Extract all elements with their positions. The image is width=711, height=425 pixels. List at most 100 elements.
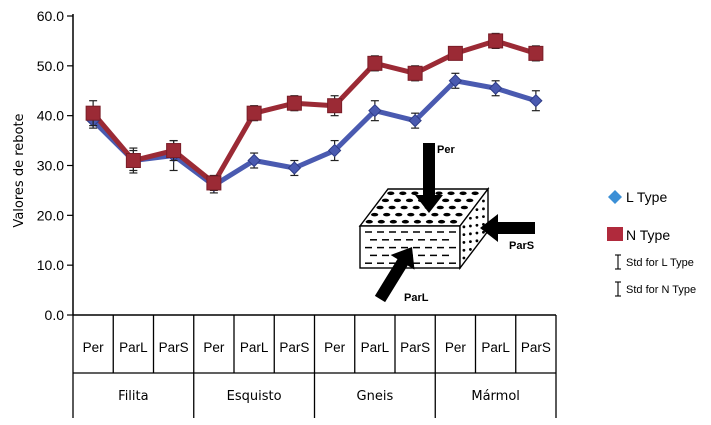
x-tick-label: Per bbox=[324, 340, 346, 355]
grain-mark bbox=[389, 219, 397, 224]
grain-mark bbox=[399, 191, 407, 196]
grain-mark bbox=[376, 205, 384, 210]
grain-mark bbox=[413, 219, 422, 224]
data-point bbox=[368, 103, 382, 118]
grain-mark bbox=[371, 212, 379, 217]
x-tick-label: ParS bbox=[521, 340, 551, 355]
data-point bbox=[488, 81, 503, 95]
grain-mark bbox=[449, 219, 458, 224]
y-axis-label: Valores de rebote bbox=[12, 113, 27, 227]
grain-mark bbox=[436, 205, 444, 210]
y-ticks: 0.0 10.0 20.0 30.0 40.0 50.0 60.0 bbox=[37, 8, 73, 323]
grain-dot bbox=[482, 199, 485, 203]
grain-dot bbox=[462, 248, 466, 252]
data-point bbox=[287, 161, 302, 175]
grain-mark bbox=[412, 205, 420, 210]
legend-marker-l-type bbox=[608, 190, 622, 204]
data-point bbox=[125, 153, 141, 169]
diagram-label-parl: ParL bbox=[404, 292, 429, 304]
grain-mark bbox=[411, 191, 419, 196]
arrow-parl bbox=[374, 247, 415, 303]
grain-dot bbox=[462, 225, 466, 229]
grain-mark bbox=[448, 205, 456, 210]
grain-mark bbox=[454, 198, 462, 203]
data-point bbox=[206, 175, 222, 191]
x-tick-label: Per bbox=[83, 340, 105, 355]
grain-mark bbox=[435, 191, 443, 196]
grain-mark bbox=[387, 191, 395, 196]
data-point bbox=[166, 143, 182, 159]
grain-dot bbox=[475, 216, 479, 219]
y-tick-label: 30.0 bbox=[37, 158, 64, 174]
diagram-label-per: Per bbox=[437, 144, 455, 156]
grain-mark bbox=[460, 205, 468, 210]
grain-mark bbox=[437, 219, 446, 224]
grain-mark bbox=[383, 212, 391, 217]
group-label: Mármol bbox=[471, 389, 520, 404]
y-tick-label: 50.0 bbox=[37, 58, 64, 74]
axes bbox=[72, 14, 556, 316]
grain-dot bbox=[469, 232, 472, 236]
x-tick-label: ParL bbox=[119, 340, 148, 355]
grain-mark bbox=[442, 198, 450, 203]
data-point bbox=[408, 113, 422, 128]
legend-label-n-type: N Type bbox=[626, 227, 670, 243]
grain-mark bbox=[388, 205, 396, 210]
grain-mark bbox=[431, 212, 439, 217]
grain-mark bbox=[381, 198, 390, 203]
data-point bbox=[367, 55, 383, 71]
grain-mark bbox=[443, 212, 451, 217]
group-label: Gneis bbox=[357, 389, 394, 404]
x-tick-label: ParS bbox=[400, 340, 430, 355]
grain-dot bbox=[482, 207, 485, 211]
grain-dot bbox=[482, 215, 485, 219]
data-point bbox=[529, 94, 543, 108]
x-tick-label: ParL bbox=[481, 340, 510, 355]
x-tick-label: Per bbox=[203, 340, 225, 355]
x-tick-label: ParL bbox=[361, 340, 390, 355]
data-point bbox=[447, 45, 463, 61]
grain-dot bbox=[469, 216, 472, 220]
series-line bbox=[91, 78, 537, 188]
x-tick-label: ParL bbox=[240, 340, 269, 355]
grain-dot bbox=[462, 241, 466, 244]
legend-marker-n-type bbox=[607, 227, 623, 241]
y-tick-label: 40.0 bbox=[37, 108, 64, 124]
grain-mark bbox=[455, 212, 463, 217]
data-point bbox=[528, 45, 544, 61]
grain-mark bbox=[407, 212, 415, 217]
data-point bbox=[407, 65, 423, 81]
data-point bbox=[448, 74, 463, 88]
grain-dot bbox=[475, 223, 479, 227]
group-label: Filita bbox=[118, 389, 148, 404]
data-point bbox=[246, 105, 262, 121]
y-tick-label: 10.0 bbox=[37, 257, 64, 273]
grain-mark bbox=[400, 205, 408, 210]
x-tick-label: ParS bbox=[159, 340, 189, 355]
grain-mark bbox=[377, 219, 385, 224]
legend: L Type N Type Std for L Type Std for N Type bbox=[607, 189, 696, 297]
grain-mark bbox=[419, 212, 427, 217]
grain-dot bbox=[475, 231, 479, 235]
data-point bbox=[247, 153, 261, 168]
grain-mark bbox=[425, 219, 434, 224]
legend-label-l-type: L Type bbox=[626, 189, 667, 205]
data-point bbox=[327, 143, 342, 158]
x-tick-label: Per bbox=[445, 340, 467, 355]
grain-mark bbox=[401, 219, 409, 224]
data-point bbox=[286, 95, 302, 111]
grain-mark bbox=[393, 198, 402, 203]
grain-mark bbox=[395, 212, 403, 217]
grain-mark bbox=[405, 198, 414, 203]
series-lines bbox=[85, 32, 544, 194]
legend-label-std-n: Std for N Type bbox=[626, 284, 696, 296]
grain-dot bbox=[469, 248, 472, 251]
grain-dot bbox=[475, 208, 479, 212]
category-table: Per ParL ParS Per ParL ParS Per ParL ParS Per ParL… bbox=[72, 315, 557, 418]
arrow-per bbox=[415, 143, 443, 213]
grain-dot bbox=[482, 230, 485, 234]
grain-mark bbox=[447, 191, 455, 196]
x-tick-label: ParS bbox=[279, 340, 309, 355]
grain-mark bbox=[365, 219, 373, 224]
